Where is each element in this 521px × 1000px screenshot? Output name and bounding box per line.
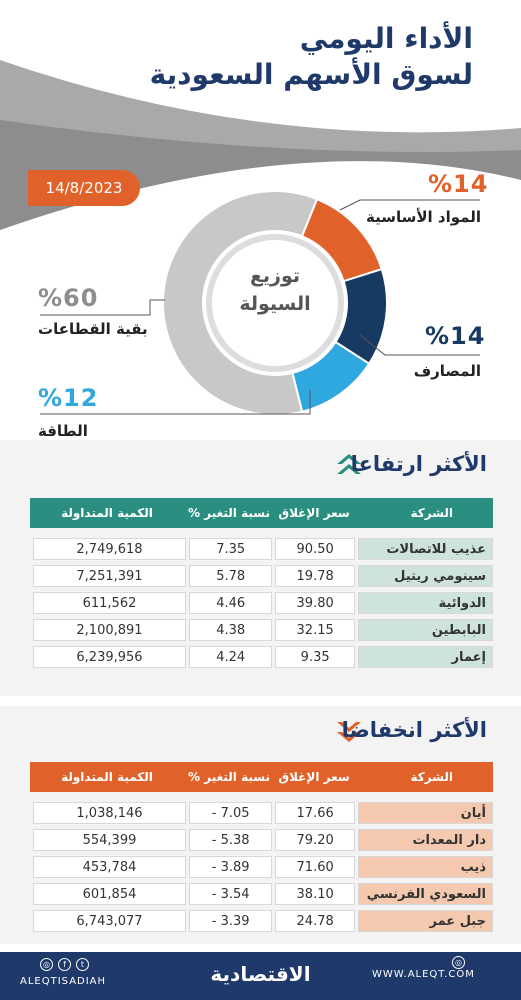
facebook-icon[interactable]: f <box>58 958 71 971</box>
cell-close: 9.35 <box>275 646 355 668</box>
header-close: سعر الإغلاق <box>278 770 350 784</box>
leader-lines <box>40 199 480 415</box>
donut-inner-ring <box>206 234 344 372</box>
cell-close: 19.78 <box>275 565 355 587</box>
page-title: الأداء اليومي <box>299 22 473 55</box>
down-arrows-icon <box>337 722 361 742</box>
cell-company: سينومي ريتيل <box>357 565 493 587</box>
slice-pct-energy: %12 <box>38 384 99 412</box>
header-company: الشركة <box>410 770 453 784</box>
cell-change: 5.38 - <box>188 829 273 851</box>
cell-volume: 6,239,956 <box>33 646 186 668</box>
gainers-title: الأكثر ارتفاعا <box>350 452 487 476</box>
cell-close: 39.80 <box>275 592 355 614</box>
cell-change: 5.78 <box>188 565 273 587</box>
cell-company: إعمار <box>357 646 493 668</box>
cell-volume: 6,743,077 <box>33 910 186 932</box>
up-arrows-icon <box>337 454 361 474</box>
footer-brand-logo: الاقتصادية <box>210 962 311 986</box>
cell-change: 3.54 - <box>188 883 273 905</box>
cell-volume: 2,749,618 <box>33 538 186 560</box>
losers-title: الأكثر انخفاضا <box>341 718 487 742</box>
footer: ◎ WWW.ALEQT.COM الاقتصادية t f ◎ ALEQTIS… <box>0 952 521 1000</box>
table-row: جبل عمر 24.78 3.39 -6,743,077 <box>30 910 493 932</box>
footer-handle[interactable]: ALEQTISADIAH <box>20 976 107 987</box>
cell-company: دار المعدات <box>357 829 493 851</box>
table-row: سينومي ريتيل 19.78 5.78 7,251,391 <box>30 565 493 587</box>
slice-label-energy: الطاقة <box>38 422 88 440</box>
slice-pct-banks: %14 <box>425 322 486 350</box>
table-row: السعودي الفرنسي 38.10 3.54 -601,854 <box>30 883 493 905</box>
cell-change: 4.46 <box>188 592 273 614</box>
liquidity-donut-chart <box>162 190 388 416</box>
table-row: عذيب للاتصالات 90.50 7.35 2,749,618 <box>30 538 493 560</box>
twitter-icon[interactable]: t <box>76 958 89 971</box>
cell-close: 32.15 <box>275 619 355 641</box>
header-change: نسبة التغير % <box>188 506 270 520</box>
table-row: البابطين 32.15 4.38 2,100,891 <box>30 619 493 641</box>
cell-volume: 611,562 <box>33 592 186 614</box>
globe-icon: ◎ <box>452 956 465 969</box>
cell-change: 3.39 - <box>188 910 273 932</box>
header-change: نسبة التغير % <box>188 770 270 784</box>
header-volume: الكمية المتداولة <box>61 506 153 520</box>
table-row: أيان 17.66 7.05 -1,038,146 <box>30 802 493 824</box>
cell-close: 79.20 <box>275 829 355 851</box>
cell-company: جبل عمر <box>357 910 493 932</box>
footer-site[interactable]: WWW.ALEQT.COM <box>372 969 475 980</box>
table-row: ذيب 71.60 3.89 -453,784 <box>30 856 493 878</box>
page-subtitle: لسوق الأسهم السعودية <box>149 58 473 91</box>
header-company: الشركة <box>410 506 453 520</box>
slice-pct-others: %60 <box>38 284 99 312</box>
cell-volume: 554,399 <box>33 829 186 851</box>
instagram-icon[interactable]: ◎ <box>40 958 53 971</box>
slice-label-banks: المصارف <box>413 362 481 380</box>
losers-table-header: الشركة سعر الإغلاق نسبة التغير % الكمية … <box>30 762 493 792</box>
chart-title: توزيع السيولة <box>239 265 311 315</box>
cell-volume: 7,251,391 <box>33 565 186 587</box>
cell-change: 4.38 <box>188 619 273 641</box>
table-row: دار المعدات 79.20 5.38 -554,399 <box>30 829 493 851</box>
date-badge: 14/8/2023 <box>28 170 140 206</box>
gainers-table-header: الشركة سعر الإغلاق نسبة التغير % الكمية … <box>30 498 493 528</box>
cell-volume: 1,038,146 <box>33 802 186 824</box>
cell-close: 17.66 <box>275 802 355 824</box>
cell-company: ذيب <box>357 856 493 878</box>
cell-change: 7.05 - <box>188 802 273 824</box>
cell-volume: 601,854 <box>33 883 186 905</box>
cell-close: 38.10 <box>275 883 355 905</box>
cell-company: أيان <box>357 802 493 824</box>
header-volume: الكمية المتداولة <box>61 770 153 784</box>
cell-company: الدوائية <box>357 592 493 614</box>
cell-change: 7.35 <box>188 538 273 560</box>
cell-change: 4.24 <box>188 646 273 668</box>
cell-company: عذيب للاتصالات <box>357 538 493 560</box>
cell-close: 24.78 <box>275 910 355 932</box>
slice-label-materials: المواد الأساسية <box>366 208 481 226</box>
table-row: الدوائية 39.80 4.46 611,562 <box>30 592 493 614</box>
slice-pct-materials: %14 <box>428 170 489 198</box>
cell-close: 90.50 <box>275 538 355 560</box>
cell-change: 3.89 - <box>188 856 273 878</box>
cell-company: السعودي الفرنسي <box>357 883 493 905</box>
cell-volume: 453,784 <box>33 856 186 878</box>
cell-company: البابطين <box>357 619 493 641</box>
table-row: إعمار 9.35 4.24 6,239,956 <box>30 646 493 668</box>
header-close: سعر الإغلاق <box>278 506 350 520</box>
cell-close: 71.60 <box>275 856 355 878</box>
slice-label-others: بقية القطاعات <box>38 320 148 338</box>
cell-volume: 2,100,891 <box>33 619 186 641</box>
slice-others <box>162 190 319 416</box>
